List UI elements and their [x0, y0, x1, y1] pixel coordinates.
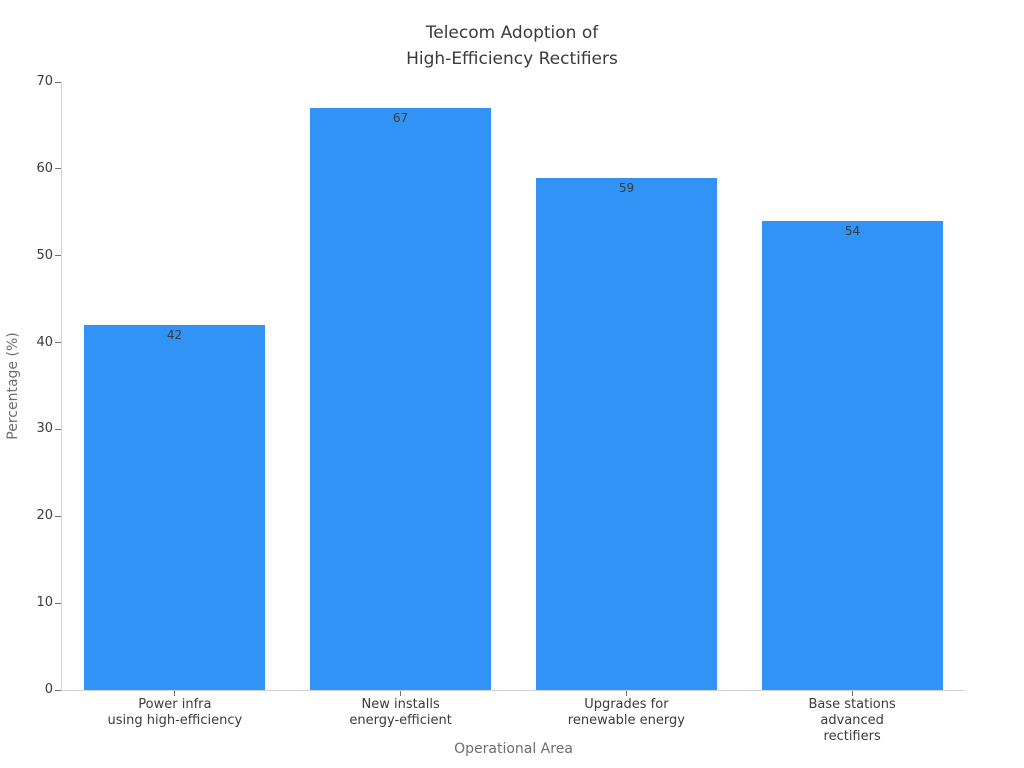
y-tick-mark	[55, 81, 61, 83]
x-tick-label: Base stations advanced rectifiers	[808, 697, 896, 744]
bar: 42	[84, 325, 265, 690]
y-axis-label: Percentage (%)	[5, 332, 21, 440]
y-tick-label: 30	[36, 421, 53, 437]
y-tick-mark	[55, 168, 61, 170]
bar-value-label: 67	[392, 111, 409, 125]
y-tick-mark	[55, 255, 61, 257]
bar-value-label: 59	[618, 181, 635, 195]
y-tick-mark	[55, 342, 61, 344]
y-tick-label: 10	[36, 595, 53, 611]
x-tick-label: Power infra using high-efficiency	[107, 697, 243, 728]
x-axis-label: Operational Area	[454, 741, 573, 757]
x-tick-mark	[174, 691, 176, 696]
y-tick-mark	[55, 515, 61, 517]
bar-value-label: 54	[844, 224, 861, 238]
y-tick-mark	[55, 428, 61, 430]
x-tick-mark	[625, 691, 627, 696]
x-tick-mark	[851, 691, 853, 696]
x-tick-label: New installs energy-efficient	[349, 697, 452, 728]
bar-value-label: 42	[166, 328, 183, 342]
y-tick-mark	[55, 602, 61, 604]
chart-title: Telecom Adoption of High-Efficiency Rect…	[406, 23, 618, 69]
bar: 54	[762, 221, 943, 690]
y-tick-label: 20	[36, 508, 53, 524]
y-tick-mark	[55, 689, 61, 691]
plot-area: 0 10 20 30 40 50 60 70 42 Power infra using high-…	[36, 74, 965, 744]
y-tick-label: 70	[36, 74, 53, 89]
y-tick-label: 60	[36, 160, 53, 176]
y-tick-label: 50	[36, 247, 53, 263]
y-tick-label: 40	[36, 334, 53, 350]
bar: 67	[310, 108, 491, 690]
x-tick-label: Upgrades for renewable energy	[567, 697, 685, 728]
bar: 59	[536, 178, 717, 690]
y-tick-label: 0	[44, 682, 53, 697]
x-tick-mark	[400, 691, 402, 696]
